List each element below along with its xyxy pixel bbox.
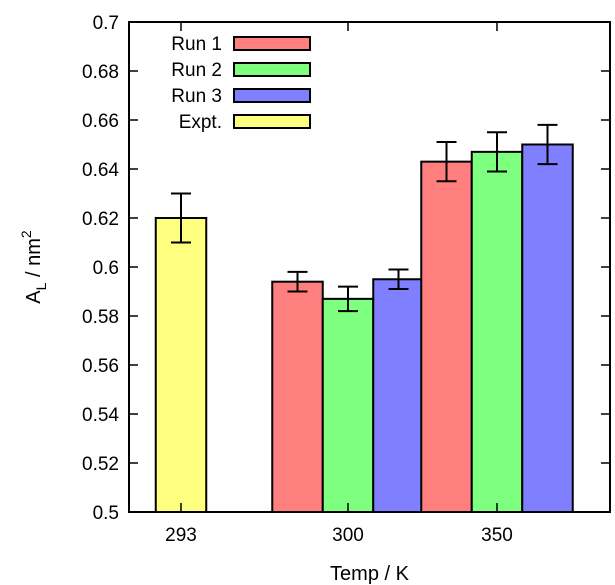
- y-axis-title-subscript: L: [33, 282, 49, 290]
- y-tick-label: 0.5: [93, 503, 119, 524]
- y-tick-label: 0.6: [93, 258, 119, 279]
- legend-label: Run 2: [171, 60, 222, 81]
- bars-layer: [154, 123, 574, 514]
- x-tick-label: 293: [165, 525, 197, 546]
- x-tick-label: 300: [332, 525, 364, 546]
- bar: [420, 160, 473, 513]
- bar: [321, 297, 375, 513]
- y-tick-label: 0.56: [82, 356, 119, 377]
- y-tick-label: 0.68: [82, 62, 119, 83]
- y-axis-title-superscript: 2: [18, 230, 34, 238]
- x-tick-label: 350: [481, 525, 513, 546]
- legend-swatch: [233, 88, 311, 103]
- y-tick-label: 0.64: [82, 160, 119, 181]
- y-tick-label: 0.58: [82, 307, 119, 328]
- y-axis-title: AL / nm2: [18, 230, 49, 304]
- y-tick-label: 0.66: [82, 111, 119, 132]
- y-axis-title-unit: / nm: [23, 238, 45, 282]
- legend-label: Expt.: [179, 112, 222, 133]
- legend-swatch: [233, 36, 311, 51]
- y-tick-label: 0.62: [82, 209, 119, 230]
- legend-swatch: [233, 114, 311, 129]
- bar: [372, 278, 425, 513]
- bar: [271, 280, 324, 514]
- x-axis-title: Temp / K: [330, 563, 410, 585]
- plot-frame: [128, 21, 611, 513]
- bar: [521, 143, 574, 513]
- legend: Run 1 Run 2 Run 3 Expt.: [171, 34, 311, 133]
- legend-label: Run 3: [171, 86, 222, 107]
- y-tick-label: 0.52: [82, 454, 119, 475]
- legend-label: Run 1: [171, 34, 222, 55]
- y-axis-title-main: A: [23, 290, 45, 304]
- legend-swatch: [233, 62, 311, 77]
- y-tick-label: 0.54: [82, 405, 119, 426]
- bar: [470, 150, 524, 513]
- bar: [154, 217, 208, 513]
- y-tick-label: 0.7: [93, 13, 119, 34]
